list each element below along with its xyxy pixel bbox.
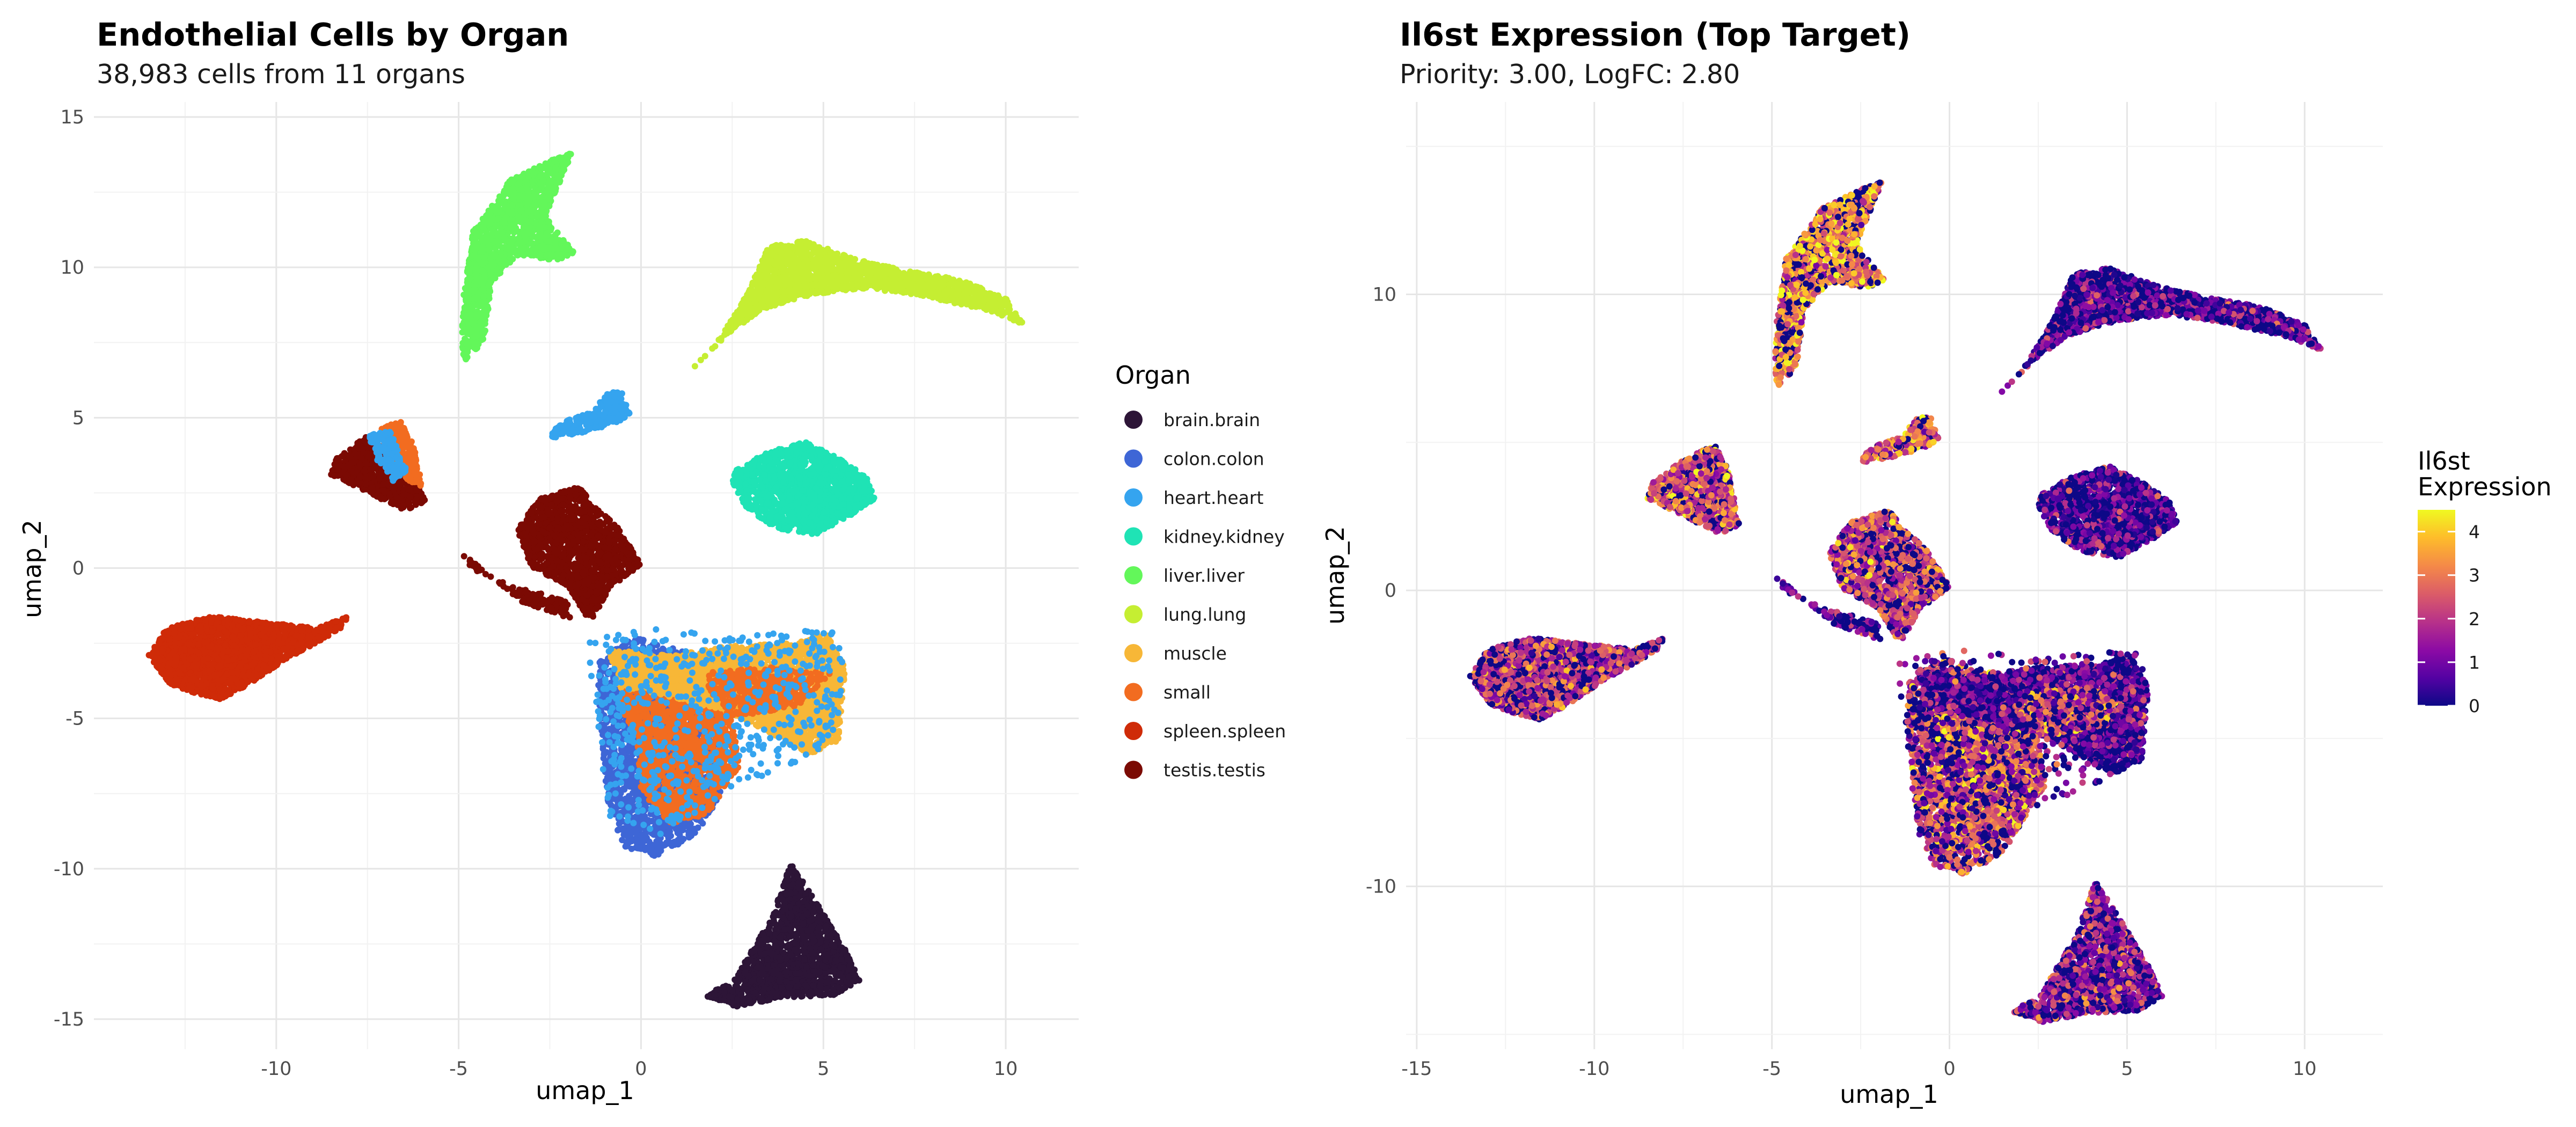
point	[482, 312, 489, 318]
chart-organ-umap: Endothelial Cells by Organ 38,983 cells …	[18, 16, 1286, 1105]
point	[486, 247, 493, 253]
point	[523, 186, 530, 192]
point	[551, 156, 558, 163]
point	[510, 236, 517, 242]
point	[525, 173, 532, 180]
point	[471, 333, 477, 340]
point	[472, 295, 478, 301]
point	[471, 247, 478, 253]
point	[548, 251, 554, 258]
point	[548, 225, 554, 231]
point	[513, 228, 519, 235]
figure: Endothelial Cells by Organ 38,983 cells …	[0, 0, 2576, 1127]
point	[483, 234, 489, 240]
point	[463, 337, 470, 343]
point	[500, 193, 507, 199]
point	[464, 349, 471, 355]
point	[537, 253, 544, 259]
point	[528, 250, 534, 257]
point	[498, 249, 504, 255]
point	[482, 320, 488, 327]
point	[506, 209, 512, 215]
point	[566, 151, 573, 157]
point	[545, 182, 552, 188]
point	[557, 252, 563, 258]
point	[470, 320, 476, 327]
cluster-liver-liver	[459, 151, 576, 363]
point	[463, 296, 470, 303]
chart-title: Endothelial Cells by Organ	[97, 16, 569, 53]
point	[490, 262, 496, 269]
point	[519, 173, 525, 180]
point	[473, 272, 480, 279]
points	[146, 151, 1026, 1009]
point	[564, 252, 570, 259]
point	[516, 192, 523, 199]
point	[489, 203, 495, 209]
point	[473, 278, 479, 284]
point	[466, 275, 473, 282]
point	[486, 241, 492, 248]
point	[540, 243, 546, 249]
point	[537, 225, 543, 231]
point	[552, 231, 559, 238]
point	[545, 238, 552, 245]
point	[480, 224, 486, 231]
chart-subtitle: 38,983 cells from 11 organs	[97, 59, 465, 90]
point	[532, 246, 539, 252]
point	[561, 155, 567, 161]
point	[486, 292, 492, 299]
point	[473, 340, 480, 347]
